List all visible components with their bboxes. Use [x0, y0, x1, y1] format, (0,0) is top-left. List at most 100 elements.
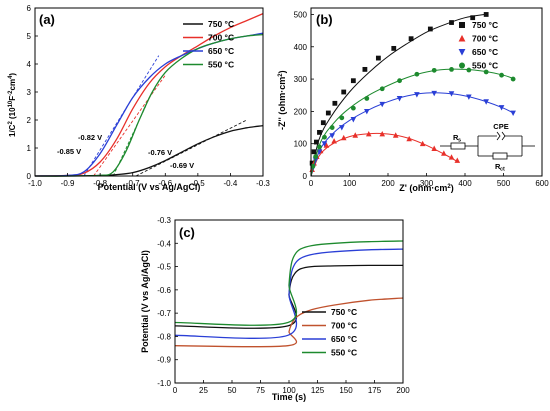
- annotation-a: -0.69 V: [170, 161, 194, 170]
- resistor-rs: [450, 142, 466, 150]
- data-point-b: [441, 150, 447, 156]
- data-point-b: [391, 45, 397, 51]
- data-point-b: [352, 132, 359, 138]
- y-axis-label-b: -Z'' (ohm·cm2): [277, 70, 287, 130]
- legend-marker-b: [459, 62, 465, 69]
- axes-c-frame: [174, 219, 404, 384]
- x-tick-label-b: 400: [458, 179, 472, 188]
- data-point-b: [431, 90, 437, 97]
- x-axis-label-b-part: ): [451, 183, 454, 193]
- x-tick-label-b: 500: [497, 179, 511, 188]
- y-tick-label-a: 2: [27, 116, 32, 125]
- data-point-b: [414, 92, 420, 98]
- legend-label-a: 700 °C: [208, 33, 234, 43]
- data-point-b: [323, 142, 330, 148]
- legend-label-a: 750 °C: [208, 19, 234, 29]
- fit-curve-b-2: [310, 92, 514, 177]
- data-point-b: [317, 144, 322, 150]
- panel-a: -1.0 -0.9 -0.8 -0.7 -0.6 -0.5 -0.4 -0.3 0 1 2 3 4 5 6 P…: [8, 4, 270, 192]
- fit-line-a-1: [93, 74, 166, 177]
- y-axis-label-a-part: 1/C: [8, 124, 17, 137]
- data-point-b: [397, 78, 402, 84]
- circuit-label-rct: R: [495, 162, 501, 171]
- y-tick-label-c: -0.7: [157, 309, 171, 318]
- data-point-b: [341, 89, 347, 95]
- x-axis-label-c: Time (s): [272, 392, 306, 402]
- x-tick-label-c: 25: [199, 386, 208, 395]
- data-point-b: [379, 86, 385, 92]
- series-line-c-0: [174, 264, 404, 329]
- y-axis-label-b-part: 2: [278, 73, 284, 77]
- fit-line-a-0: [135, 119, 247, 177]
- legend-label-c: 650 °C: [331, 334, 357, 344]
- circuit-label-rs: R: [453, 133, 459, 142]
- data-point-b: [510, 76, 516, 82]
- y-axis-label-a-part: 2: [8, 121, 14, 125]
- data-point-b: [483, 69, 489, 75]
- data-point-b: [449, 66, 454, 72]
- data-point-b: [379, 101, 386, 108]
- y-tick-label-a: 0: [27, 172, 32, 181]
- x-axis-label-b: Z' (ohm·cm2): [399, 183, 453, 193]
- legend-label-b: 700 °C: [472, 34, 498, 44]
- cpe-symbol: [496, 131, 501, 141]
- data-point-b: [427, 26, 433, 32]
- legend-marker-b: [458, 34, 466, 42]
- legend-label-c: 750 °C: [331, 307, 357, 317]
- x-tick-label-b: 200: [381, 179, 395, 188]
- circuit-label-rct-sub: ct: [500, 167, 505, 173]
- y-axis-label-a-part: cm: [8, 79, 17, 91]
- data-point-b: [350, 105, 356, 111]
- data-point-b: [313, 154, 319, 160]
- data-point-b: [340, 134, 347, 141]
- series-line-c-2: [174, 248, 404, 339]
- data-point-b: [329, 125, 335, 130]
- x-tick-label-a: -1.0: [28, 179, 42, 188]
- x-tick-label-a: -0.6: [158, 179, 172, 188]
- x-tick-label-c: 100: [282, 386, 296, 395]
- y-tick-label-a: 3: [27, 88, 32, 97]
- legend-label-b: 650 °C: [472, 47, 498, 57]
- y-tick-label-c: -0.8: [157, 332, 171, 341]
- fit-curve-b-0: [310, 14, 485, 177]
- data-point-b: [466, 94, 472, 100]
- x-axis-label-a: Potential (V vs Ag/AgCl): [98, 182, 201, 192]
- data-point-b: [313, 139, 319, 145]
- resistor-rct: [492, 152, 508, 160]
- data-point-b: [339, 115, 345, 121]
- y-tick-label-a: 6: [27, 4, 32, 13]
- y-tick-label-a: 1: [27, 144, 32, 153]
- legend-marker-b: [458, 49, 466, 56]
- data-point-b: [310, 163, 316, 169]
- data-point-b: [350, 117, 357, 123]
- y-tick-label-c: -0.6: [157, 286, 171, 295]
- y-axis-label-c: Potential (V vs Ag/AgCl): [140, 250, 150, 353]
- data-point-b: [364, 108, 370, 115]
- data-point-b: [498, 105, 505, 111]
- x-tick-label-b: 0: [309, 179, 314, 188]
- y-axis-label-a: 1/C2 (1010F-2cm4): [8, 73, 17, 137]
- y-tick-label-c: -1.0: [157, 379, 171, 388]
- x-tick-label-a: -0.9: [61, 179, 75, 188]
- data-point-b: [499, 72, 504, 78]
- x-axis-label-b-part: Z' (ohm·cm: [399, 183, 447, 193]
- data-point-b: [320, 120, 326, 126]
- y-tick-label-c: -0.4: [157, 239, 171, 248]
- x-tick-label-a: -0.8: [93, 179, 107, 188]
- data-point-b: [454, 157, 461, 163]
- data-point-b: [364, 96, 370, 101]
- y-axis-label-b-part: ): [277, 70, 287, 73]
- data-point-b: [483, 12, 489, 17]
- legend-marker-b: [459, 22, 465, 28]
- y-tick-label-c: -0.3: [157, 216, 171, 225]
- data-point-b: [311, 149, 317, 155]
- data-point-b: [309, 160, 315, 166]
- circuit-label-cpe: CPE: [493, 122, 508, 131]
- data-point-b: [362, 66, 368, 72]
- data-point-b: [329, 133, 335, 139]
- x-tick-label-c: 200: [396, 386, 410, 395]
- y-tick-label-b: 200: [294, 107, 308, 116]
- x-tick-label-c: 0: [173, 386, 178, 395]
- data-point-b: [466, 67, 472, 73]
- data-point-b: [449, 20, 454, 25]
